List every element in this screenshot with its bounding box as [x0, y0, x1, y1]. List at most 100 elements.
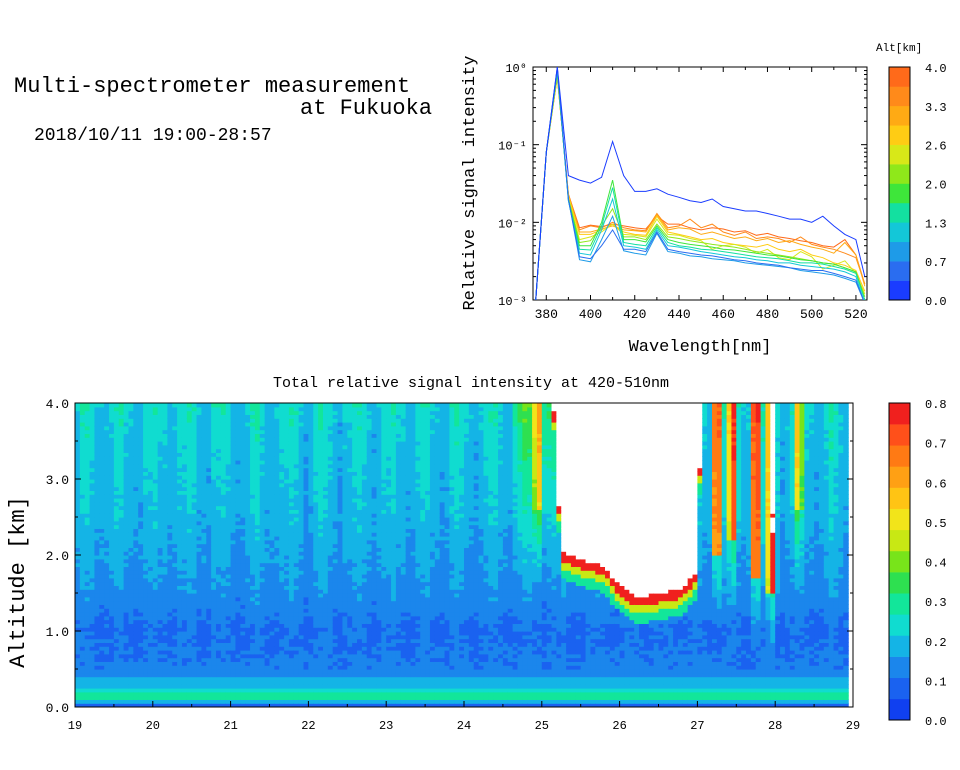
heatmap-cell: [274, 631, 280, 636]
heatmap-cell: [357, 680, 363, 685]
heatmap-cell: [104, 429, 110, 434]
heatmap-cell: [303, 672, 309, 678]
heatmap-cell: [322, 532, 329, 537]
heatmap-cell: [143, 600, 149, 605]
heatmap-cell: [196, 532, 203, 537]
heatmap-cell: [225, 448, 232, 453]
heatmap-cell: [216, 441, 222, 446]
heatmap-cell: [128, 604, 134, 609]
heatmap-cell: [181, 623, 188, 628]
heatmap-cell: [245, 619, 251, 624]
heatmap-cell: [332, 657, 339, 662]
heatmap-cell: [167, 501, 173, 507]
heatmap-cell: [94, 650, 100, 655]
heatmap-cell: [254, 505, 261, 510]
heatmap-cell: [264, 441, 271, 446]
heatmap-cell: [147, 524, 154, 529]
heatmap-cell: [162, 676, 168, 681]
heatmap-cell: [79, 467, 86, 472]
heatmap-cell: [284, 429, 290, 434]
heatmap-cell: [347, 467, 353, 472]
legend-tick-label: 1.3: [925, 217, 947, 231]
heatmap-cell: [308, 433, 314, 438]
heatmap-cell: [143, 699, 149, 704]
heatmap-cell: [196, 543, 203, 548]
heatmap-cell: [298, 475, 305, 480]
heatmap-cell: [327, 498, 334, 503]
heatmap-cell: [220, 574, 227, 579]
heatmap-cell: [284, 452, 290, 457]
heatmap-cell: [322, 650, 329, 655]
heatmap-cell: [259, 650, 266, 655]
heatmap-cell: [186, 410, 193, 415]
heatmap-cell: [250, 555, 256, 560]
heatmap-cell: [75, 505, 81, 510]
heatmap-cell: [245, 661, 251, 666]
heatmap-cell: [230, 615, 237, 621]
heatmap-cell: [186, 581, 193, 586]
heatmap-cell: [288, 505, 295, 510]
heatmap-cell: [113, 494, 120, 499]
heatmap-cell: [123, 452, 130, 457]
heatmap-cell: [216, 650, 222, 655]
heatmap-cell: [322, 581, 329, 586]
heatmap-cell: [357, 479, 363, 484]
heatmap-cell: [196, 444, 203, 450]
heatmap-cell: [99, 406, 105, 412]
heatmap-cell: [133, 509, 139, 514]
heatmap-cell: [84, 558, 91, 564]
heatmap-cell: [274, 501, 280, 507]
heatmap-cell: [186, 688, 193, 693]
heatmap-cell: [303, 615, 309, 621]
heatmap-cell: [167, 486, 173, 491]
heatmap-cell: [211, 520, 217, 526]
heatmap-cell: [113, 604, 120, 609]
heatmap-cell: [99, 517, 105, 522]
heatmap-cell: [293, 585, 300, 590]
heatmap-cell: [118, 494, 125, 499]
heatmap-cell: [361, 589, 368, 594]
heatmap-cell: [342, 680, 348, 685]
heatmap-cell: [157, 547, 164, 552]
heatmap-cell: [177, 562, 183, 567]
heatmap-cell: [75, 604, 81, 609]
heatmap-cell: [123, 669, 130, 674]
heatmap-cell: [191, 623, 198, 628]
heatmap-cell: [269, 581, 275, 586]
heatmap-cell: [75, 437, 81, 442]
heatmap-cell: [318, 642, 324, 647]
heatmap-cell: [172, 691, 178, 697]
heatmap-cell: [308, 581, 314, 586]
heatmap-cell: [240, 684, 246, 689]
heatmap-cell: [109, 604, 115, 609]
heatmap-cell: [113, 585, 120, 590]
heatmap-cell: [347, 593, 353, 598]
heatmap-cell: [366, 699, 373, 704]
heatmap-cell: [216, 406, 222, 412]
heatmap-cell: [147, 501, 154, 507]
heatmap-cell: [264, 623, 271, 628]
heatmap-cell: [293, 422, 300, 427]
heatmap-cell: [143, 528, 149, 533]
heatmap-cell: [254, 634, 261, 640]
heatmap-cell: [230, 418, 237, 423]
heatmap-cell: [274, 517, 280, 522]
heatmap-cell: [220, 505, 227, 510]
heatmap-cell: [89, 589, 96, 594]
heatmap-cell: [177, 608, 183, 613]
heatmap-cell: [220, 570, 227, 575]
heatmap-cell: [327, 695, 334, 700]
heatmap-cell: [186, 615, 193, 621]
heatmap-cell: [225, 524, 232, 529]
heatmap-cell: [84, 482, 91, 488]
heatmap-cell: [104, 634, 110, 640]
heatmap-cell: [89, 441, 96, 446]
heatmap-cell: [201, 642, 207, 647]
heatmap-cell: [94, 691, 100, 697]
heatmap-cell: [274, 520, 280, 526]
heatmap-cell: [342, 627, 348, 632]
heatmap-cell: [279, 520, 285, 526]
heatmap-cell: [274, 653, 280, 659]
heatmap-cell: [274, 604, 280, 609]
heatmap-cell: [99, 494, 105, 499]
